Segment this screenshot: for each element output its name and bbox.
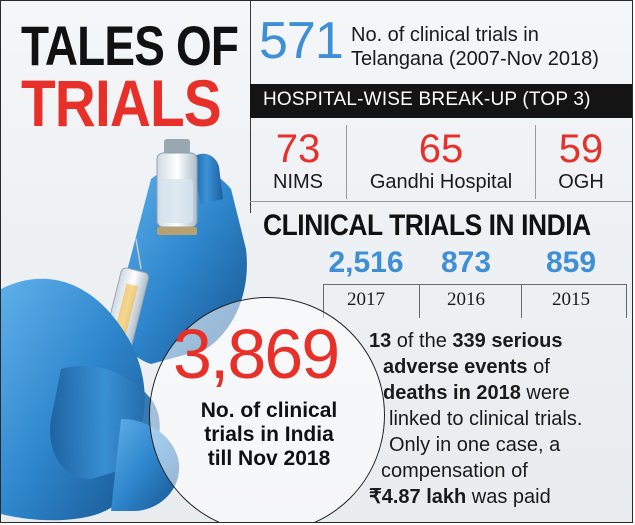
hospital-divider (346, 125, 347, 199)
year-trials-count: 2,516 (328, 246, 404, 279)
year-label: 2017 (347, 289, 385, 310)
year-trials-count: 859 (545, 246, 597, 279)
hospital-stat-ogh: 59 OGH (546, 129, 616, 194)
hospital-name: OGH (558, 171, 604, 193)
year-divider (419, 284, 420, 318)
year-divider (626, 284, 627, 318)
hospital-name: Gandhi Hospital (369, 171, 513, 193)
adverse-events-note: 13 of the 339 serious adverse events of … (369, 328, 631, 510)
india-year-stat: 859 2015 (516, 247, 626, 311)
india-year-stat: 873 2016 (411, 247, 521, 311)
adverse-line-6: compensation of (381, 460, 528, 482)
headline-line-2: TRIALS (21, 66, 222, 140)
adverse-line-5: Only in one case, a (389, 434, 561, 456)
total-trials-count: 3,869 (173, 315, 340, 393)
hospital-divider (535, 125, 536, 199)
hospital-count: 73 (275, 127, 321, 171)
adverse-line-4: linked to clinical trials. (389, 408, 583, 430)
adverse-line-2: adverse events of (369, 354, 631, 380)
year-label: 2016 (447, 289, 485, 310)
adverse-count: 13 (369, 330, 392, 352)
compensation-rest: was paid (466, 486, 551, 508)
total-trials-circle (149, 297, 385, 522)
hospital-name: NIMS (273, 171, 323, 193)
adverse-of-text: of the (391, 330, 453, 352)
telangana-trials-count: 571 (259, 12, 344, 70)
year-baseline (323, 284, 627, 285)
year-divider (521, 284, 522, 318)
adverse-total: 339 serious (452, 330, 563, 352)
adverse-line-3: deaths in 2018 were (369, 380, 631, 406)
telangana-desc-line-1: No. of clinical trials in (351, 24, 539, 46)
compensation-amount: ₹4.87 lakh (369, 486, 467, 508)
breakup-header-title: HOSPITAL-WISE BREAK-UP (TOP 3) (263, 89, 591, 110)
adverse-line-1: 13 of the 339 serious (369, 328, 631, 354)
total-desc-line-3: till Nov 2018 (207, 447, 331, 470)
hospital-count: 65 (418, 127, 464, 171)
syringe-vial-illustration (1, 139, 247, 521)
telangana-trials-description: No. of clinical trials in Telangana (200… (351, 23, 599, 71)
total-trials-description: No. of clinical trials in India till Nov… (179, 399, 359, 471)
hospital-baseline (250, 201, 632, 202)
total-desc-line-1: No. of clinical (200, 399, 338, 422)
hospital-count: 59 (558, 127, 604, 171)
year-trials-count: 873 (440, 246, 492, 279)
adverse-line-7: ₹4.87 lakh was paid (369, 484, 631, 510)
headline-line-1: TALES OF (21, 14, 239, 77)
adverse-line-2-rest: of (527, 356, 550, 378)
india-year-stat: 2,516 2017 (311, 247, 421, 311)
telangana-desc-line-2: Telangana (2007-Nov 2018) (351, 48, 599, 70)
total-desc-line-2: trials in India (204, 423, 334, 446)
hospital-stat-nims: 73 NIMS (263, 129, 333, 194)
adverse-deaths-label: deaths in 2018 (383, 382, 521, 404)
breakup-header-bar (250, 84, 632, 118)
india-trials-heading: CLINICAL TRIALS IN INDIA (263, 209, 591, 242)
year-label: 2015 (552, 289, 590, 310)
adverse-events-label: adverse events (383, 356, 528, 378)
adverse-line-3-rest: were (520, 382, 570, 404)
hospital-stat-gandhi: 65 Gandhi Hospital (351, 129, 531, 194)
year-divider (323, 284, 324, 318)
